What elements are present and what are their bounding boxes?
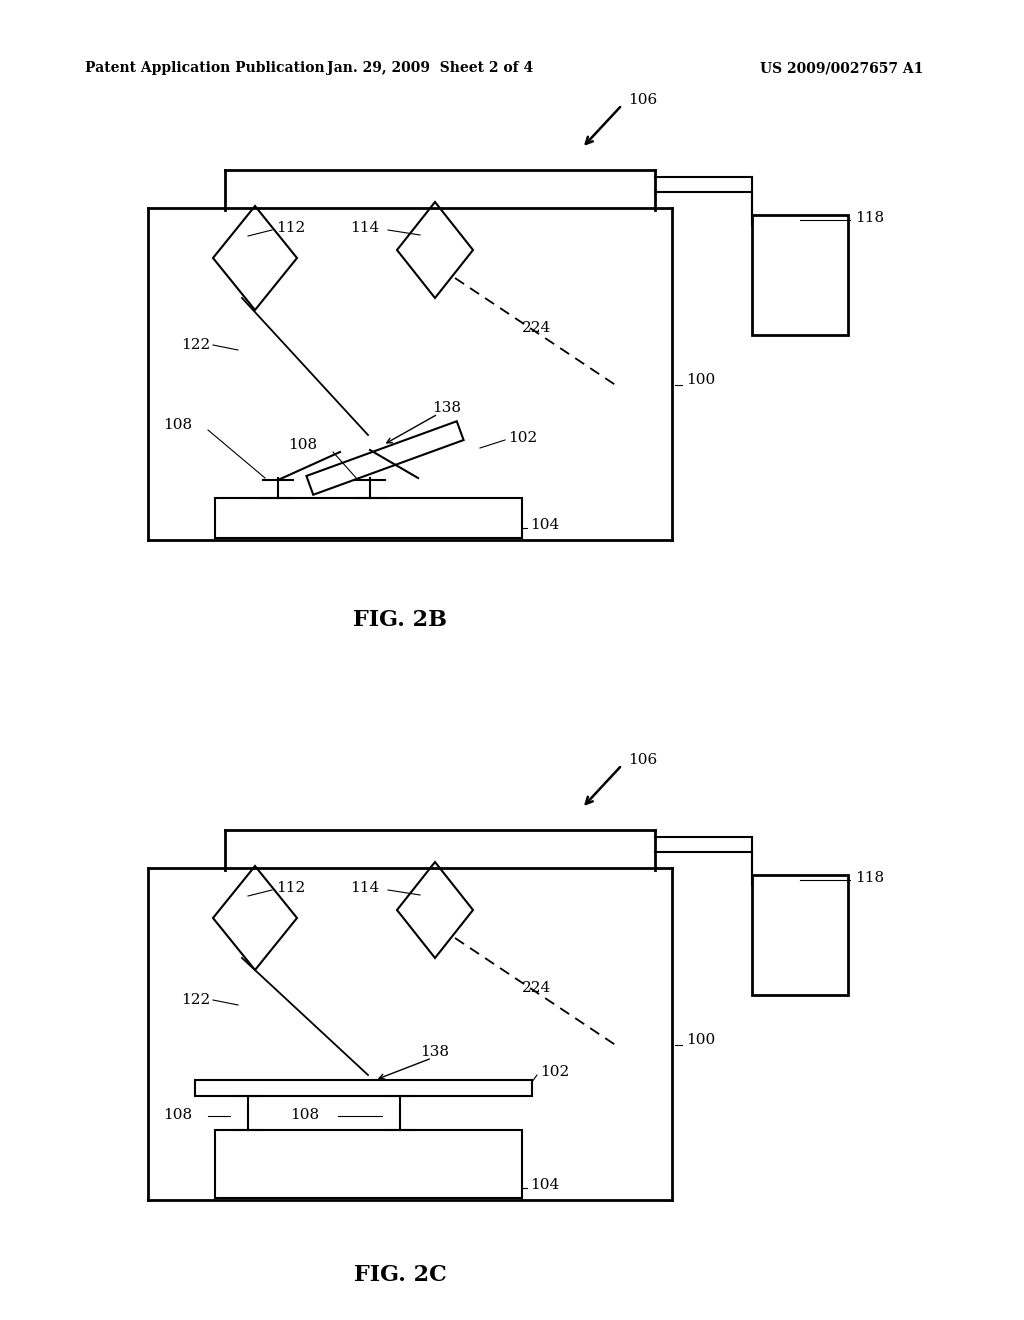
- Text: 122: 122: [181, 338, 210, 352]
- Text: FIG. 2C: FIG. 2C: [353, 1265, 446, 1286]
- Text: US 2009/0027657 A1: US 2009/0027657 A1: [760, 61, 924, 75]
- Text: 224: 224: [522, 981, 551, 995]
- Text: 114: 114: [350, 880, 379, 895]
- Text: 112: 112: [276, 220, 305, 235]
- Text: 100: 100: [686, 1034, 715, 1047]
- Text: 118: 118: [855, 211, 884, 224]
- Text: 108: 108: [290, 1107, 319, 1122]
- Text: 102: 102: [508, 432, 538, 445]
- Text: 118: 118: [855, 871, 884, 884]
- Text: 102: 102: [540, 1065, 569, 1078]
- Bar: [752, 215, 848, 335]
- Text: 104: 104: [530, 517, 559, 532]
- Text: 122: 122: [181, 993, 210, 1007]
- Text: 224: 224: [522, 321, 551, 335]
- Text: 112: 112: [276, 880, 305, 895]
- Text: FIG. 2B: FIG. 2B: [353, 609, 447, 631]
- Text: 100: 100: [686, 374, 715, 387]
- Bar: [215, 1130, 522, 1199]
- Text: 104: 104: [530, 1177, 559, 1192]
- Text: 108: 108: [163, 1107, 193, 1122]
- Text: 106: 106: [628, 752, 657, 767]
- Text: Jan. 29, 2009  Sheet 2 of 4: Jan. 29, 2009 Sheet 2 of 4: [327, 61, 534, 75]
- Bar: [752, 875, 848, 995]
- Bar: [215, 498, 522, 539]
- Text: 108: 108: [163, 418, 193, 432]
- Text: 108: 108: [288, 438, 317, 451]
- Text: 138: 138: [420, 1045, 449, 1059]
- Text: 138: 138: [432, 401, 461, 414]
- Text: 106: 106: [628, 92, 657, 107]
- Bar: [195, 1080, 532, 1096]
- Text: Patent Application Publication: Patent Application Publication: [85, 61, 325, 75]
- Text: 114: 114: [350, 220, 379, 235]
